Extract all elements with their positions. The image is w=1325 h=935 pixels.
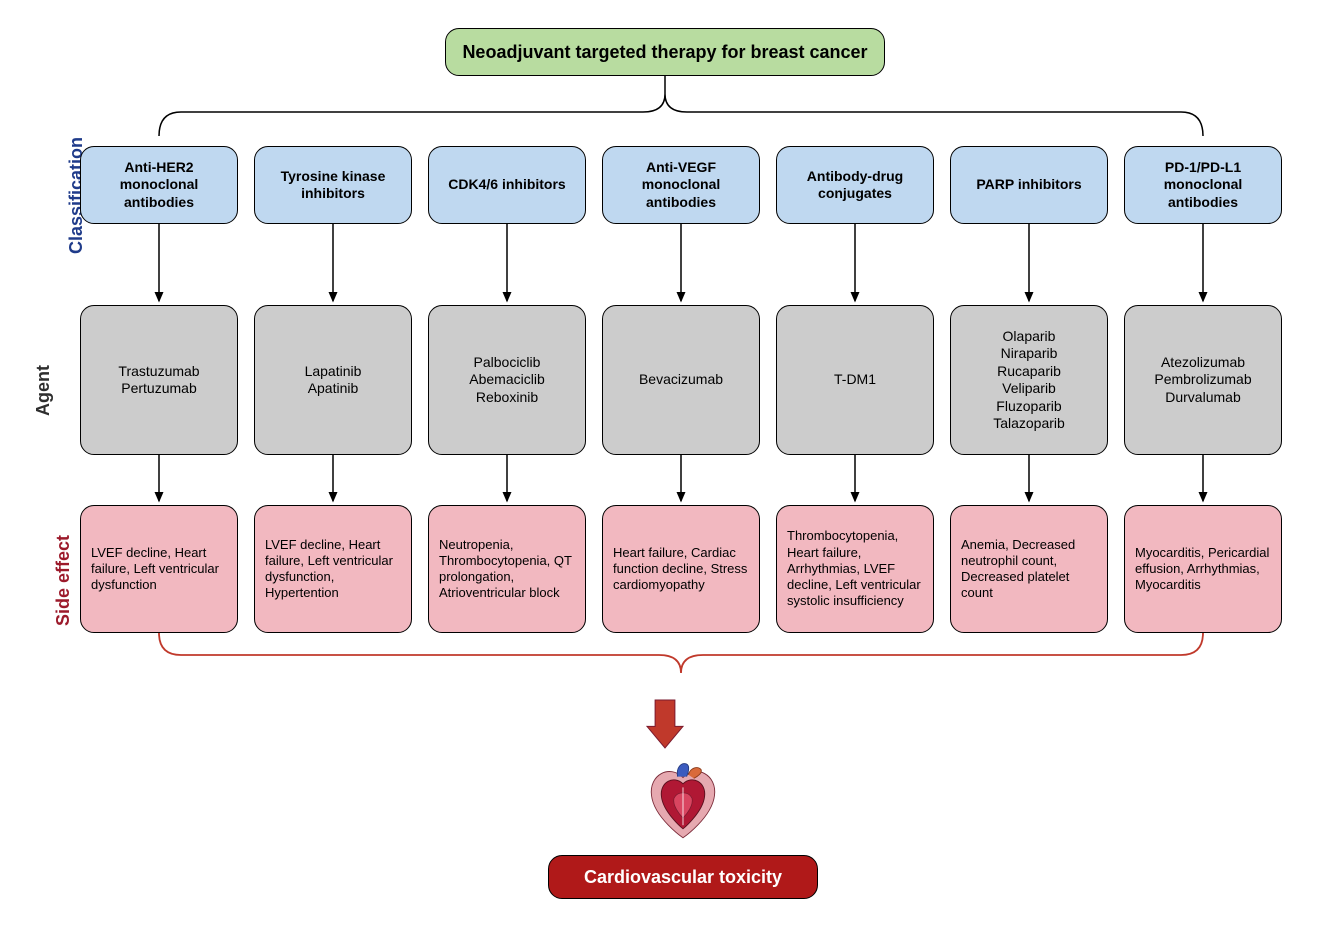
- heart-icon: [638, 755, 728, 845]
- outcome-box: Cardiovascular toxicity: [548, 855, 818, 899]
- side-effect-parp: Anemia, Decreased neutrophil count, Decr…: [950, 505, 1108, 633]
- side-effect-pd1: Myocarditis, Pericardial effusion, Arrhy…: [1124, 505, 1282, 633]
- side-effect-anti-her2: LVEF decline, Heart failure, Left ventri…: [80, 505, 238, 633]
- classification-tki: Tyrosine kinase inhibitors: [254, 146, 412, 224]
- row-label-agent: Agent: [33, 365, 54, 416]
- agent-cdk46: Palbociclib Abemaciclib Reboxinib: [428, 305, 586, 455]
- row-label-side-effect: Side effect: [53, 535, 74, 626]
- classification-pd1: PD-1/PD-L1 monoclonal antibodies: [1124, 146, 1282, 224]
- agent-pd1: Atezolizumab Pembrolizumab Durvalumab: [1124, 305, 1282, 455]
- agent-tki: Lapatinib Apatinib: [254, 305, 412, 455]
- side-effect-adc: Thrombocytopenia, Heart failure, Arrhyth…: [776, 505, 934, 633]
- classification-parp: PARP inhibitors: [950, 146, 1108, 224]
- side-effect-tki: LVEF decline, Heart failure, Left ventri…: [254, 505, 412, 633]
- agent-anti-vegf: Bevacizumab: [602, 305, 760, 455]
- classification-adc: Antibody-drug conjugates: [776, 146, 934, 224]
- side-effect-cdk46: Neutropenia, Thrombocytopenia, QT prolon…: [428, 505, 586, 633]
- diagram-root: Neoadjuvant targeted therapy for breast …: [0, 0, 1325, 935]
- agent-parp: Olaparib Niraparib Rucaparib Veliparib F…: [950, 305, 1108, 455]
- agent-anti-her2: Trastuzumab Pertuzumab: [80, 305, 238, 455]
- classification-anti-vegf: Anti-VEGF monoclonal antibodies: [602, 146, 760, 224]
- classification-cdk46: CDK4/6 inhibitors: [428, 146, 586, 224]
- side-effect-anti-vegf: Heart failure, Cardiac function decline,…: [602, 505, 760, 633]
- classification-anti-her2: Anti-HER2 monoclonal antibodies: [80, 146, 238, 224]
- agent-adc: T-DM1: [776, 305, 934, 455]
- diagram-title: Neoadjuvant targeted therapy for breast …: [445, 28, 885, 76]
